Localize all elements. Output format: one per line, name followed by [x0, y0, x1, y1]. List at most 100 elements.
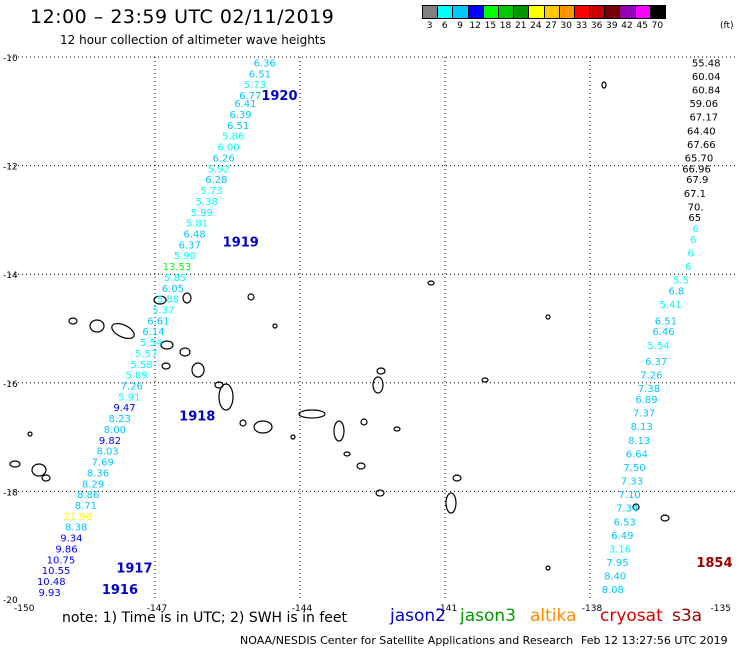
legend-swatch — [559, 5, 575, 19]
data-label-jason3: 5.37 — [152, 305, 174, 316]
island-outline — [69, 318, 77, 324]
data-label-jason2: 67.66 — [687, 140, 716, 151]
legend-label: 18 — [498, 21, 513, 31]
data-label-jason2: 7.37 — [633, 409, 655, 420]
data-label-jason3: 9.34 — [60, 534, 82, 545]
data-label-jason2: 7.10 — [618, 490, 640, 501]
legend-swatch — [619, 5, 635, 19]
legend-label: 39 — [604, 21, 619, 31]
data-label-jason3: 8.86 — [77, 490, 99, 501]
data-label-jason3: 6.51 — [227, 121, 249, 132]
data-label-jason3: 10.55 — [42, 566, 71, 577]
data-label-jason2: 7.34 — [616, 504, 638, 515]
data-label-jason3: 6.37 — [179, 240, 201, 251]
data-label-jason3: 9.47 — [113, 403, 135, 414]
data-label-jason2: 6 — [688, 248, 694, 259]
legend-unit: (ft) — [720, 21, 734, 31]
satellite-label-cryosat: cryosat — [600, 606, 663, 626]
legend-swatch — [604, 5, 620, 19]
data-label-jason2: 6 — [685, 262, 691, 273]
data-label-jason2: 6.89 — [635, 395, 657, 406]
island-outline — [248, 294, 254, 300]
data-label-jason2: 6.53 — [614, 517, 636, 528]
island-outline — [334, 421, 344, 441]
island-outline — [291, 435, 295, 439]
legend-label: 70 — [650, 21, 665, 31]
data-label-jason2: 8.08 — [602, 585, 624, 596]
data-label-jason3: 5.57 — [135, 349, 157, 360]
island-outline — [446, 493, 456, 513]
island-outline — [546, 566, 550, 570]
legend-swatch — [468, 5, 484, 19]
data-label-jason2: 67.9 — [686, 175, 708, 186]
data-label-jason3: 8.03 — [96, 447, 118, 458]
data-label-jason2: 5.5 — [673, 276, 689, 287]
pass-number-label: 1919 — [223, 236, 259, 251]
data-label-jason2: 6.8 — [668, 286, 684, 297]
island-outline — [32, 464, 46, 476]
data-label-jason3: 7.26 — [121, 382, 143, 393]
data-label-jason3: 5.99 — [191, 208, 213, 219]
legend-label: 6 — [437, 21, 452, 31]
y-tick-label: -12 — [3, 163, 18, 173]
data-label-jason2: 65.70 — [685, 153, 714, 164]
satellite-label-jason3: jason3 — [460, 606, 516, 626]
data-label-jason2: 55.48 — [692, 58, 721, 69]
satellite-label-altika: altika — [530, 606, 577, 626]
data-label-jason3: 8.23 — [109, 414, 131, 425]
data-label-jason2: 67.17 — [689, 113, 718, 124]
pass-number-label: 1916 — [102, 583, 138, 598]
island-outline — [357, 463, 365, 469]
legend-label: 30 — [559, 21, 574, 31]
y-tick-label: -16 — [3, 380, 18, 390]
data-label-jason3: 8.36 — [87, 468, 109, 479]
island-outline — [254, 421, 272, 433]
data-label-jason2: 7.26 — [640, 371, 662, 382]
y-tick-label: -20 — [3, 596, 18, 606]
legend-label: 12 — [468, 21, 483, 31]
legend-label: 42 — [619, 21, 634, 31]
data-label-jason2: 7.95 — [606, 558, 628, 569]
island-outline — [482, 378, 488, 382]
data-label-jason3: 21.96 — [64, 512, 93, 523]
island-outline — [161, 341, 173, 349]
data-label-jason3: 6.14 — [142, 327, 164, 338]
data-label-jason3: 5.54 — [140, 338, 162, 349]
data-label-jason2: 6.51 — [655, 316, 677, 327]
island-outline — [377, 368, 385, 374]
island-outline — [661, 515, 669, 521]
data-label-jason3: 5.88 — [157, 295, 179, 306]
data-label-jason3: 6.48 — [183, 229, 205, 240]
data-label-jason3: 5.90 — [174, 251, 196, 262]
island-outline — [10, 461, 20, 467]
data-label-jason3: 6.00 — [217, 143, 239, 154]
data-label-jason3: 5.86 — [222, 132, 244, 143]
pass-number-label: 1917 — [116, 561, 152, 576]
legend-swatch — [650, 5, 666, 19]
pass-labels: 1920 1919 1918 1917 1916 1854 — [102, 89, 733, 598]
satellite-label-s3a: s3a — [672, 606, 702, 626]
data-label-jason3: 5.89 — [125, 371, 147, 382]
page-subtitle: 12 hour collection of altimeter wave hei… — [60, 33, 326, 47]
data-label-jason3: 6.05 — [162, 284, 184, 295]
island-outline — [344, 452, 350, 456]
data-label-jason3: 5.92 — [208, 164, 230, 175]
legend-label: 15 — [483, 21, 498, 31]
data-label-jason2: 8.13 — [628, 436, 650, 447]
data-label-jason3: 13.53 — [163, 262, 192, 273]
data-label-jason3: 9.86 — [55, 544, 77, 555]
data-label-jason3: 10.48 — [37, 577, 66, 588]
legend-swatch — [422, 5, 438, 19]
legend-label: 24 — [528, 21, 543, 31]
data-label-jason3: 8.71 — [75, 501, 97, 512]
pass-number-label: 1918 — [179, 409, 215, 424]
data-label-jason2: 6 — [692, 224, 698, 235]
data-label-jason3: 5.91 — [118, 392, 140, 403]
island-outlines — [10, 82, 669, 570]
data-label-jason3: 9.93 — [38, 588, 60, 599]
data-label-jason3: 5.85 — [164, 273, 186, 284]
island-outline — [192, 363, 204, 377]
legend-label: 45 — [635, 21, 650, 31]
data-label-jason2: 6 — [690, 235, 696, 246]
data-label-jason3: 6.36 — [254, 58, 276, 69]
